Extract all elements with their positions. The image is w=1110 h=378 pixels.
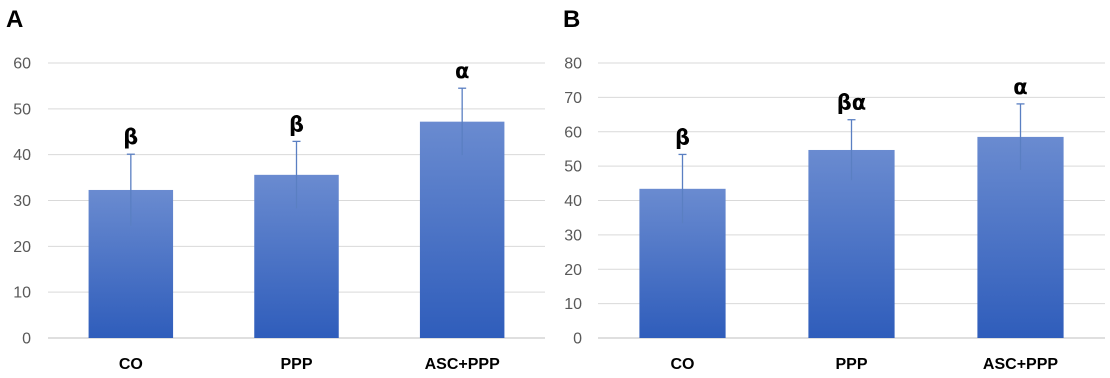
y-tick-label: 0 (573, 331, 582, 348)
x-category-label: CO (671, 356, 695, 373)
significance-label: βα (837, 91, 866, 115)
chart-panel-a: A 0 10 20 30 40 50 60 β CO β PPP α ASC+PPP (6, 6, 545, 373)
y-tick-label: 60 (564, 124, 582, 141)
panel-label-b: B (563, 6, 580, 33)
y-tick-label: 80 (564, 56, 582, 73)
y-tick-label: 40 (13, 147, 31, 164)
y-tick-label: 20 (13, 239, 31, 256)
x-category-label: ASC+PPP (983, 356, 1058, 373)
y-tick-label: 40 (564, 193, 582, 210)
significance-label: β (675, 125, 690, 149)
y-tick-label: 50 (13, 101, 31, 118)
bar-asc-ppp (419, 121, 505, 339)
x-category-label: ASC+PPP (425, 356, 500, 373)
significance-label: β (123, 125, 138, 149)
panel-label-a: A (6, 6, 23, 33)
chart-panel-b: B 0 10 20 30 40 50 60 70 80 β CO βα PPP α ASC+PPP (563, 6, 1105, 373)
significance-label: β (289, 112, 304, 136)
bar-ppp (808, 149, 895, 338)
y-tick-label: 10 (564, 296, 582, 313)
x-category-label: PPP (280, 356, 312, 373)
x-category-label: CO (119, 356, 143, 373)
y-tick-label: 0 (22, 331, 31, 348)
bar-asc-ppp (977, 136, 1064, 338)
y-tick-label: 50 (564, 159, 582, 176)
y-tick-label: 20 (564, 262, 582, 279)
y-tick-label: 70 (564, 90, 582, 107)
y-tick-label: 60 (13, 56, 31, 73)
y-tick-label: 10 (13, 285, 31, 302)
x-category-label: PPP (835, 356, 867, 373)
y-tick-label: 30 (564, 227, 582, 244)
significance-label: α (455, 59, 469, 83)
y-tick-label: 30 (13, 193, 31, 210)
significance-label: α (1013, 75, 1027, 99)
